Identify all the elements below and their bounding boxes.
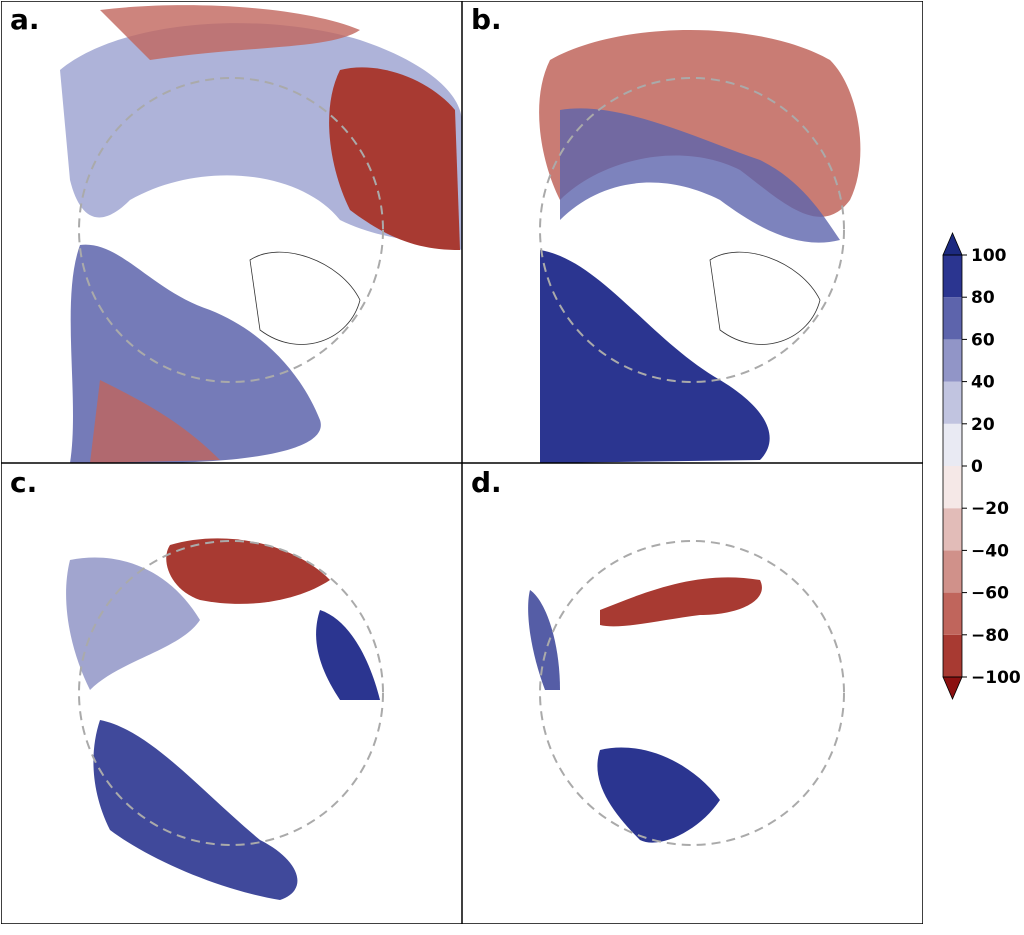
map-panel: c. [1,463,462,924]
colorbar-tick-label: −80 [971,626,1009,646]
colorbar-tick-label: 60 [971,330,995,350]
colorbar-tick-label: −100 [971,668,1021,688]
colorbar-tick-label: 0 [971,457,983,477]
colorbar-tick-label: 40 [971,373,995,393]
colorbar-tick-label: −60 [971,584,1009,604]
colorbar-bin [943,592,962,635]
colorbar-bin [943,550,962,593]
panel-label: d. [471,466,502,499]
panel-label: c. [10,466,37,499]
map-panel: a. [1,1,462,463]
colorbar-bin [943,634,962,677]
panel-label: a. [10,3,40,36]
colorbar-bin [943,381,962,424]
colorbar: −100 −80 −60 −40 −20 0 20 40 60 80 100 [942,231,1021,701]
colorbar-tick-label: −20 [971,499,1009,519]
colorbar-bin [943,339,962,382]
colorbar-tick-label: 20 [971,415,995,435]
colorbar-tick-label: 80 [971,288,995,308]
colorbar-tick-label: 100 [971,246,1007,266]
panel-label: b. [471,3,502,36]
colorbar-bin [943,297,962,340]
colorbar-bin [943,466,962,509]
map-panel: d. [462,463,923,924]
colorbar-extend-over [942,231,963,256]
colorbar-tick-label: −40 [971,541,1009,561]
colorbar-extend-under [942,676,963,701]
colorbar-bin [943,423,962,466]
colorbar-bin [943,508,962,551]
colorbar-bin [943,255,962,298]
map-panel: b. [462,1,923,463]
